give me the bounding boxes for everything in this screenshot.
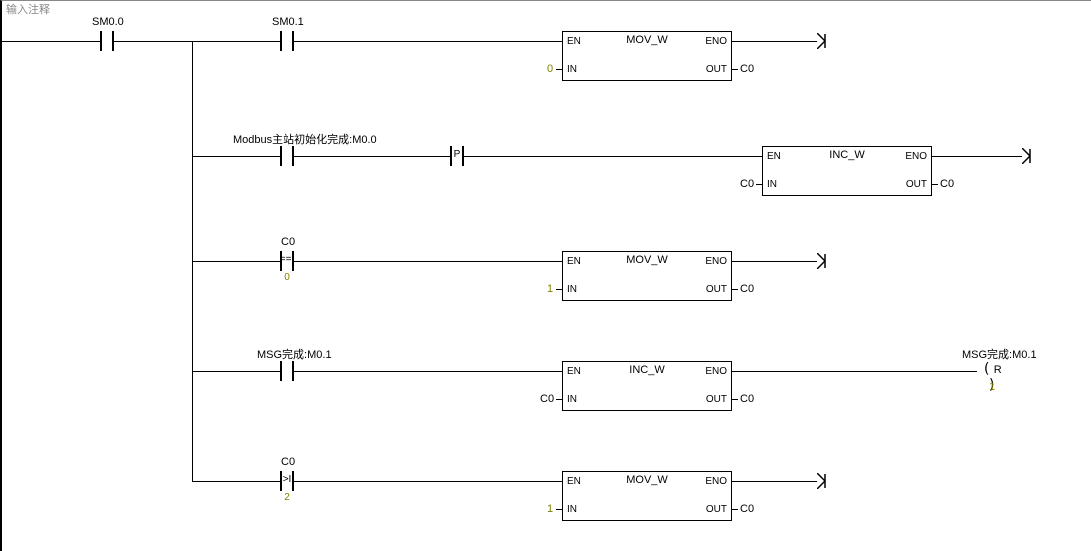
- contact-2-b-label: C0: [281, 236, 295, 248]
- pin-in: IN: [567, 394, 577, 405]
- pin-ext-in: C0: [540, 393, 554, 405]
- pin-en: EN: [567, 366, 581, 377]
- pin-ext-in: 0: [547, 63, 553, 75]
- terminator-arrow: [1022, 148, 1038, 164]
- pin-ext-out: C0: [740, 393, 754, 405]
- pin-eno: ENO: [905, 151, 927, 162]
- pin-ext-in: 1: [547, 503, 553, 515]
- pin-in: IN: [567, 504, 577, 515]
- coil-label: MSG完成:M0.1: [962, 346, 1037, 362]
- pin-ext-out: C0: [740, 503, 754, 515]
- pin-ext-out: C0: [740, 63, 754, 75]
- pin-eno: ENO: [705, 366, 727, 377]
- pin-ext-out: C0: [940, 178, 954, 190]
- pin-in: IN: [567, 64, 577, 75]
- function-block-4[interactable]: MOV_WENENOINOUT: [562, 471, 732, 521]
- contact-4-b-label: C0: [281, 456, 295, 468]
- pin-en: EN: [767, 151, 781, 162]
- pin-en: EN: [567, 256, 581, 267]
- pin-out: OUT: [906, 179, 927, 190]
- terminator-arrow: [817, 33, 833, 49]
- pin-out: OUT: [706, 284, 727, 295]
- pin-en: EN: [567, 36, 581, 47]
- pin-en: EN: [567, 476, 581, 487]
- pin-eno: ENO: [705, 476, 727, 487]
- ladder-canvas: 输入注释 SM0.0SM0.10C0MOV_WENENOINOUTModbus主…: [0, 0, 1091, 551]
- function-block-1[interactable]: INC_WENENOINOUT: [762, 146, 932, 196]
- pin-ext-out: C0: [740, 283, 754, 295]
- pin-out: OUT: [706, 64, 727, 75]
- rung-comment: 输入注释: [6, 1, 50, 17]
- contact-3-b-label: MSG完成:M0.1: [257, 346, 332, 362]
- pin-out: OUT: [706, 504, 727, 515]
- contact-1-b-label: Modbus主站初始化完成:M0.0: [233, 131, 377, 147]
- pin-eno: ENO: [705, 256, 727, 267]
- pin-ext-in: C0: [740, 178, 754, 190]
- function-block-3[interactable]: INC_WENENOINOUT: [562, 361, 732, 411]
- pin-ext-in: 1: [547, 283, 553, 295]
- terminator-arrow: [817, 473, 833, 489]
- terminator-arrow: [817, 253, 833, 269]
- pin-out: OUT: [706, 394, 727, 405]
- function-block-0[interactable]: MOV_WENENOINOUT: [562, 31, 732, 81]
- contact-0-b-label: SM0.1: [272, 16, 304, 28]
- function-block-2[interactable]: MOV_WENENOINOUT: [562, 251, 732, 301]
- pin-in: IN: [567, 284, 577, 295]
- pin-eno: ENO: [705, 36, 727, 47]
- contact-0-a-label: SM0.0: [92, 16, 124, 28]
- reset-coil[interactable]: ( R ): [977, 361, 1007, 381]
- pin-in: IN: [767, 179, 777, 190]
